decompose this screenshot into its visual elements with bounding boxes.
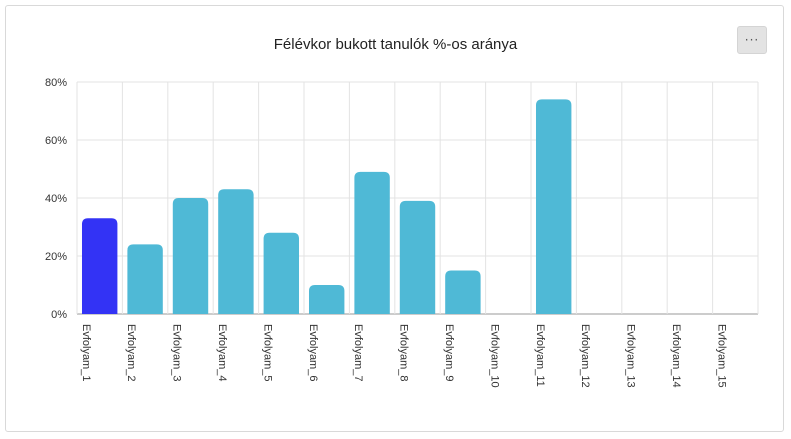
bar[interactable]	[445, 270, 481, 315]
bar[interactable]	[354, 171, 390, 314]
bar[interactable]	[218, 189, 254, 314]
x-tick-label: Evfolyam_1	[80, 324, 92, 381]
y-tick-label: 80%	[45, 77, 67, 89]
bar[interactable]	[172, 198, 209, 314]
x-tick-label: Evfolyam_4	[216, 324, 228, 381]
x-tick-label: Evfolyam_10	[488, 324, 500, 388]
bar[interactable]	[127, 244, 163, 314]
bar[interactable]	[263, 232, 300, 314]
bar[interactable]	[399, 200, 436, 314]
chart-menu-button[interactable]: ···	[737, 26, 767, 54]
x-tick-label: Evfolyam_13	[625, 324, 637, 388]
x-tick-label: Evfolyam_5	[261, 324, 273, 381]
x-tick-label: Evfolyam_2	[125, 324, 137, 381]
x-tick-label: Evfolyam_9	[443, 324, 455, 381]
x-tick-label: Evfolyam_6	[307, 324, 319, 381]
ellipsis-icon: ···	[744, 33, 760, 47]
bar[interactable]	[535, 99, 572, 315]
x-tick-label: Evfolyam_11	[534, 324, 546, 387]
x-tick-label: Evfolyam_12	[579, 324, 591, 388]
x-tick-label: Evfolyam_14	[670, 324, 682, 388]
x-tick-label: Evfolyam_7	[352, 324, 364, 381]
bar[interactable]	[81, 218, 118, 314]
y-tick-label: 0%	[51, 309, 67, 321]
x-tick-label: Evfolyam_8	[398, 324, 410, 381]
y-tick-label: 60%	[45, 135, 67, 147]
chart-bars	[81, 99, 572, 315]
x-tick-label: Evfolyam_15	[715, 324, 727, 388]
y-tick-label: 40%	[45, 193, 67, 205]
bar[interactable]	[308, 285, 345, 314]
x-tick-label: Evfolyam_3	[171, 324, 183, 381]
y-axis-ticks: 0% 20% 40% 60% 80%	[45, 77, 67, 321]
y-tick-label: 20%	[45, 251, 67, 263]
x-axis-ticks: Evfolyam_1 Evfolyam_2 Evfolyam_3 Evfolyam_4…	[80, 324, 728, 388]
chart-title: Félévkor bukott tanulók %-os aránya	[273, 36, 518, 53]
